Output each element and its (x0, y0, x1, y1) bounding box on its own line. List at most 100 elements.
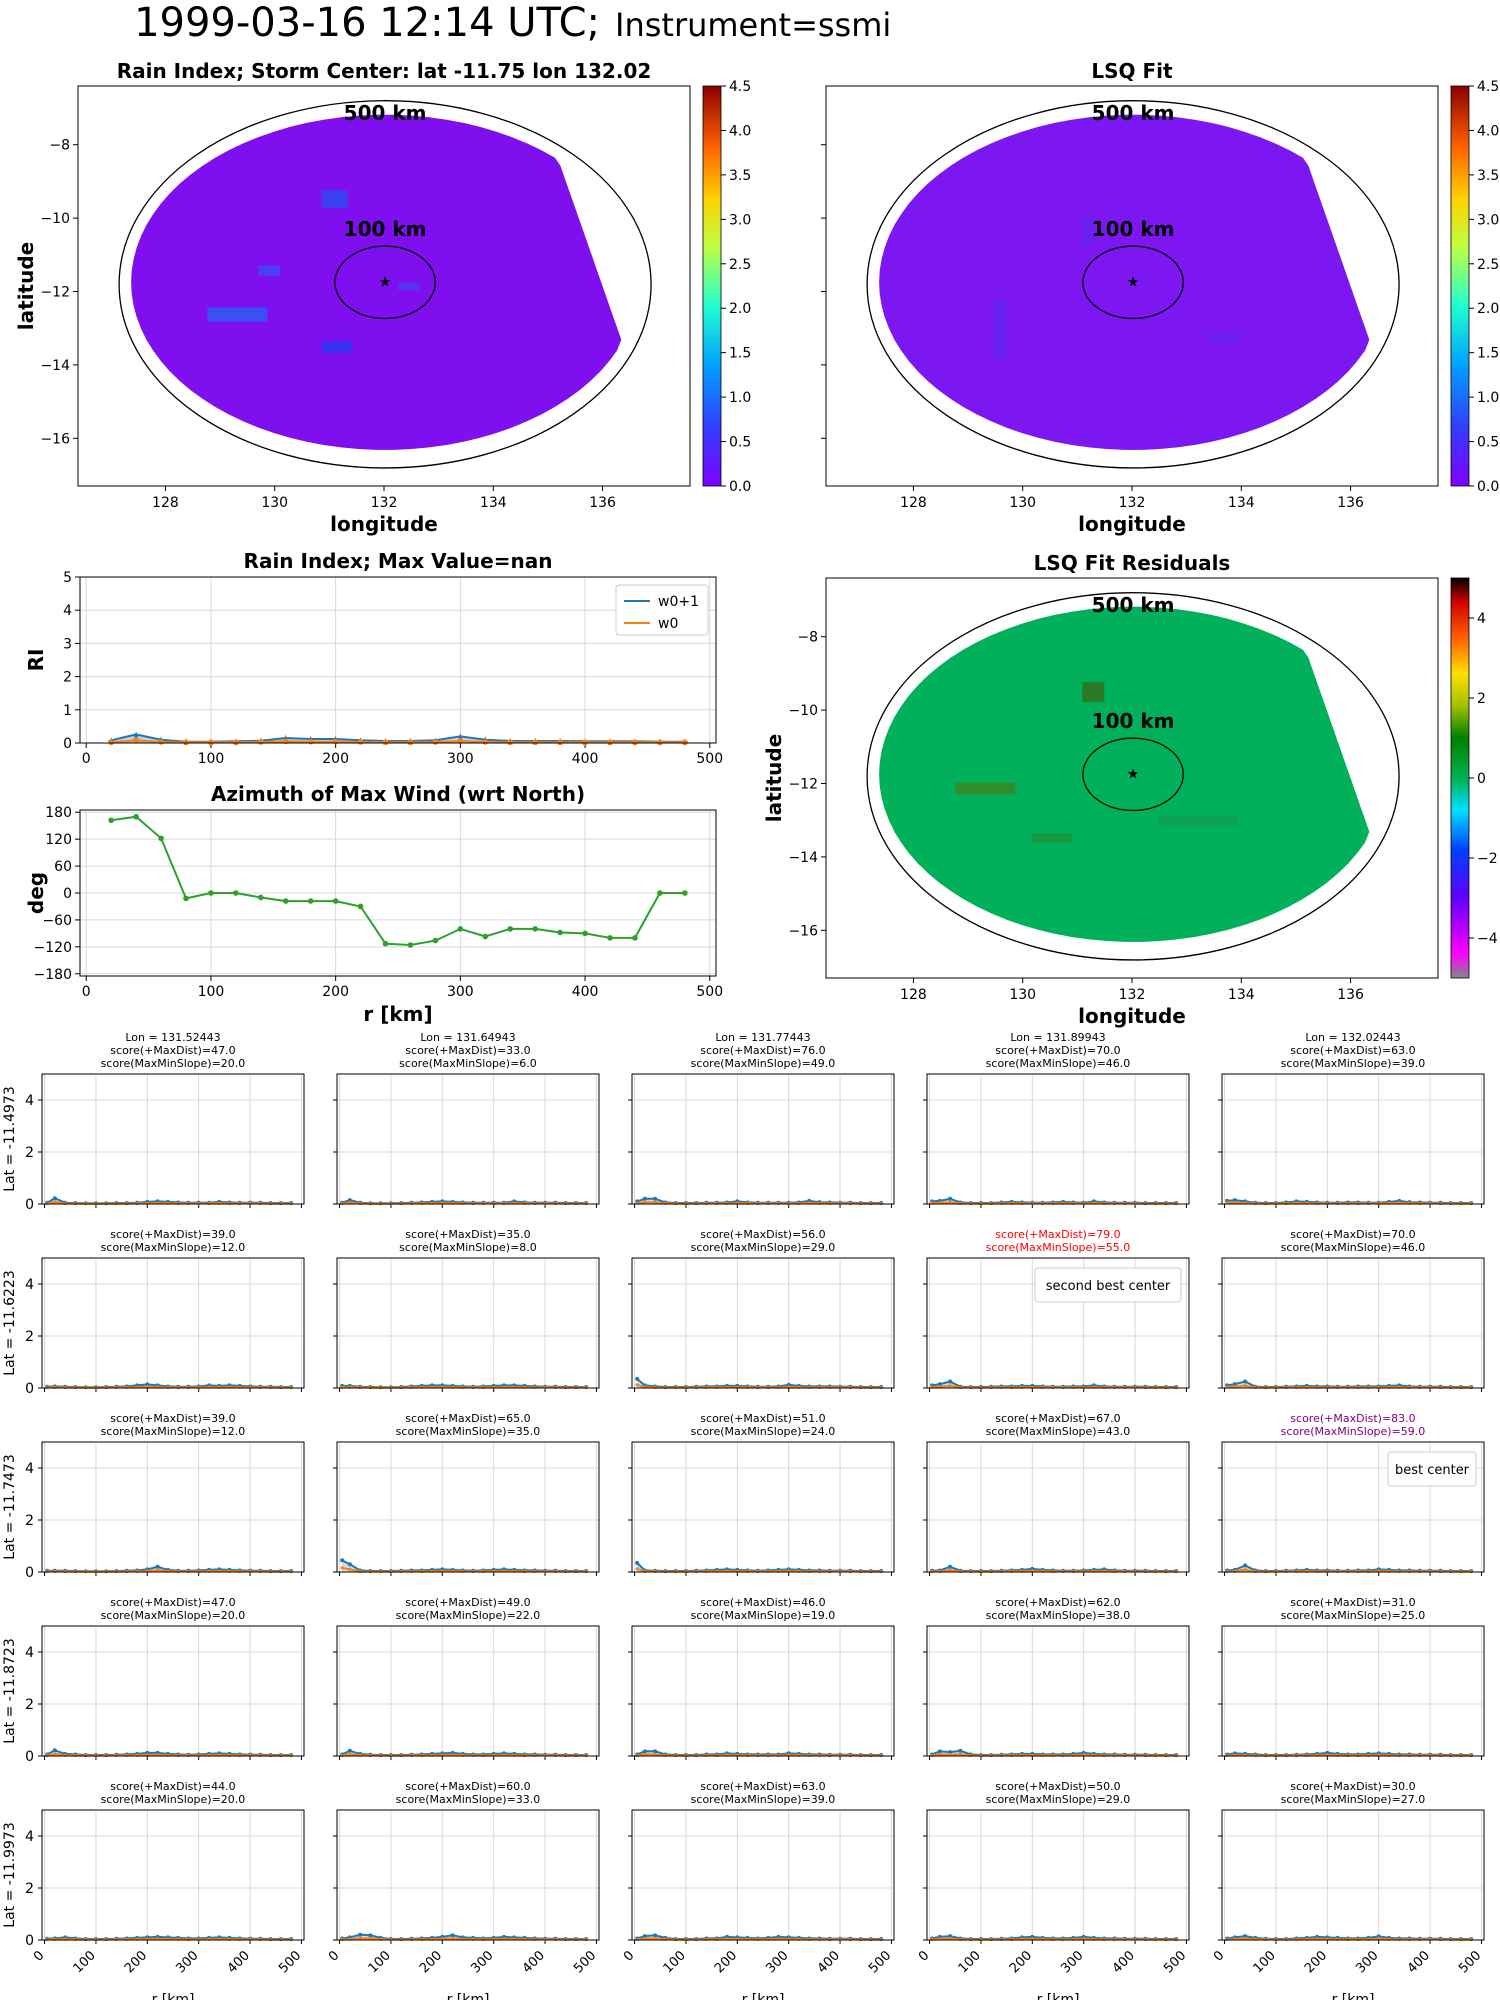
y-tick-label: 1 (63, 703, 72, 719)
data-point (332, 898, 339, 904)
data-point (407, 942, 414, 948)
row-lat-label: Lat = -11.7473 (2, 1454, 18, 1559)
y-tick-label: −8 (797, 630, 818, 646)
data-point-w0p1 (358, 1932, 363, 1937)
x-tick-label: 300 (447, 751, 474, 767)
data-point-w0 (635, 1567, 639, 1571)
data-point-w0 (248, 1385, 252, 1390)
colorbar (1450, 577, 1470, 979)
x-tick-label: 132 (1119, 495, 1146, 511)
data-point-w0 (533, 1753, 537, 1758)
data-point-w0 (715, 1385, 719, 1390)
grid-cell: 0 100 200 300 400 500 score(+MaxDist)=63.0scor… (621, 1780, 895, 2000)
field-swath (879, 114, 1370, 450)
cell-score-maxdist: score(+MaxDist)=63.0 (1290, 1044, 1415, 1057)
data-point (482, 933, 489, 940)
cell-score-maxminslope: score(MaxMinSlope)=59.0 (1281, 1425, 1426, 1438)
data-point-w0 (166, 1385, 170, 1390)
y-tick-label: 3 (63, 636, 72, 652)
data-point-w0p1 (1376, 1934, 1381, 1939)
data-point (258, 739, 264, 745)
data-point (307, 738, 314, 745)
grid-cell: Lon = 131.77443score(+MaxDist)=76.0score… (628, 1031, 895, 1208)
data-point-w0 (53, 1200, 57, 1204)
data-point-w0 (471, 1753, 475, 1758)
x-tick-label: 500 (866, 1948, 894, 1976)
grid-cell: 0 2 4 score(+MaxDist)=47.0score(MaxMinSlope… (25, 1596, 305, 1765)
data-point (682, 890, 688, 896)
cell-score-maxdist: score(+MaxDist)=30.0 (1290, 1780, 1415, 1793)
data-point-w0p1 (1232, 1382, 1237, 1387)
lsq-fit-map: ★ 500 km 100 km 128 130 132 134 136 LSQ Fit longi… (821, 59, 1499, 536)
data-point (557, 929, 563, 936)
series-line (110, 733, 685, 743)
colorbar (702, 85, 722, 487)
rain-index-profile-chart: 0100200300400500012345★★★★★★★★★★★★★★★★★★… (24, 549, 723, 767)
data-point (682, 739, 688, 746)
colorbar-tick-label: 3.5 (729, 168, 751, 184)
data-point (133, 813, 139, 820)
x-axis-label: r [km] (742, 1992, 785, 2000)
data-point-w0p1 (52, 1196, 57, 1201)
data-point-w0 (73, 1753, 77, 1758)
ring-100km (334, 245, 436, 320)
x-tick-label: 500 (696, 751, 723, 767)
data-point (233, 739, 239, 746)
data-point-w0 (999, 1201, 1004, 1206)
data-point-w0 (53, 1752, 57, 1756)
data-point-w0p1 (948, 1379, 953, 1384)
field-patch (1209, 332, 1240, 343)
data-point-w0 (828, 1201, 832, 1206)
field-patch (321, 340, 352, 353)
y-axis-label: latitude (14, 242, 38, 330)
data-point-w0 (340, 1937, 344, 1942)
x-tick-label: 130 (1009, 987, 1036, 1003)
x-tick-label: 200 (322, 984, 349, 1000)
x-tick-label: 134 (1228, 987, 1255, 1003)
data-point-w0 (1315, 1385, 1319, 1390)
y-tick-label: −14 (40, 358, 70, 374)
data-point-w0 (1102, 1201, 1106, 1206)
x-axis-label: r [km] (152, 1992, 195, 2000)
cell-score-maxminslope: score(MaxMinSlope)=55.0 (986, 1241, 1131, 1254)
ring-100km-label: 100 km (1092, 217, 1175, 241)
y-tick-label: 0 (63, 736, 72, 752)
cell-score-maxminslope: score(MaxMinSlope)=20.0 (101, 1793, 246, 1806)
data-point-w0 (1243, 1937, 1247, 1941)
data-point (208, 890, 214, 896)
grid-cell: 0 2 4 Lon = 131.52443score(+MaxDist)=47.0sc… (25, 1031, 305, 1213)
grid-cell: 0 100 200 300 400 500 score(+MaxDist)=50.0scor… (916, 1780, 1190, 2000)
grid-cell: score(+MaxDist)=56.0score(MaxMinSlope)=2… (628, 1228, 895, 1392)
cell-score-maxdist: score(+MaxDist)=46.0 (700, 1596, 825, 1609)
y-tick-label: −120 (34, 940, 72, 956)
data-point-w0p1 (52, 1748, 57, 1753)
x-tick-label: 200 (1302, 1948, 1330, 1976)
data-point-w0 (420, 1569, 424, 1574)
x-axis-label: longitude (330, 512, 438, 536)
data-point-w0 (1315, 1569, 1319, 1574)
data-point-w0 (1305, 1753, 1309, 1758)
data-point-w0 (340, 1753, 344, 1758)
y-tick-label: 0 (63, 886, 72, 902)
data-point (632, 935, 638, 941)
data-point-w0 (930, 1753, 934, 1758)
axes-frame (631, 1809, 895, 1941)
data-point (582, 739, 588, 746)
colorbar-tick-label: 1.0 (1477, 390, 1499, 406)
cell-score-maxminslope: score(MaxMinSlope)=38.0 (986, 1609, 1131, 1622)
data-point-w0 (481, 1385, 486, 1390)
cell-score-maxminslope: score(MaxMinSlope)=43.0 (986, 1425, 1131, 1438)
cell-score-maxminslope: score(MaxMinSlope)=22.0 (396, 1609, 541, 1622)
cell-score-maxdist: score(+MaxDist)=79.0 (995, 1228, 1120, 1241)
x-tick-label: 500 (696, 984, 723, 1000)
data-point-w0 (227, 1201, 232, 1206)
x-tick-label: 400 (225, 1948, 253, 1976)
data-point-w0 (797, 1201, 801, 1206)
data-point-w0 (1061, 1937, 1065, 1942)
data-point-w0 (1051, 1937, 1055, 1942)
data-point-w0 (358, 1569, 362, 1574)
data-point-w0 (420, 1753, 424, 1758)
data-point-w0 (1112, 1569, 1117, 1574)
data-point-w0p1 (368, 1933, 373, 1938)
ring-500km-label: 500 km (1092, 593, 1175, 617)
